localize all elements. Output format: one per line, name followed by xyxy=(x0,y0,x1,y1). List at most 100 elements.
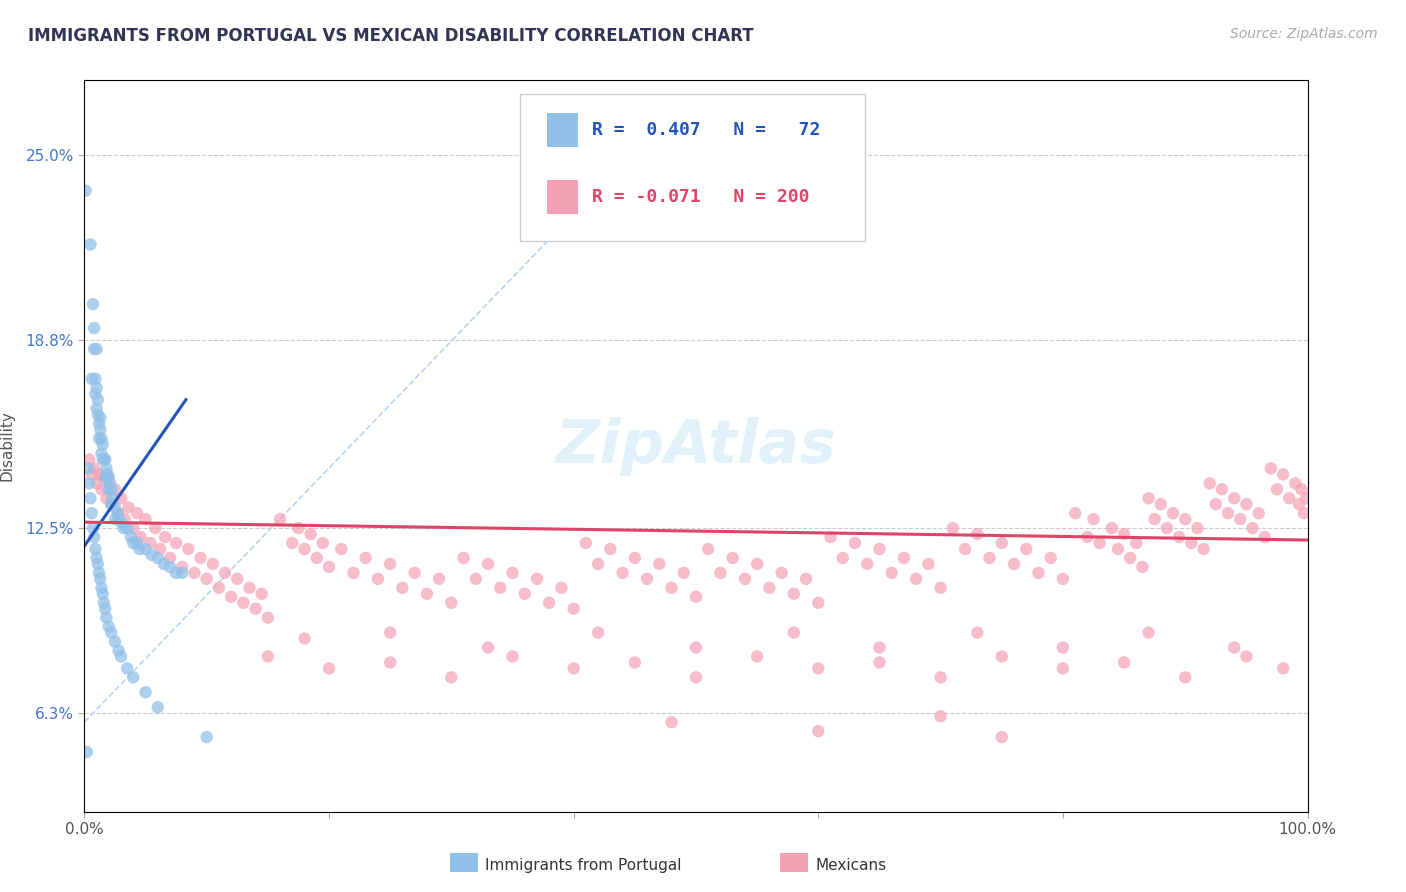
Point xyxy=(685,670,707,684)
Point xyxy=(991,536,1014,550)
Point xyxy=(1083,512,1105,526)
Point xyxy=(1174,512,1197,526)
Point xyxy=(318,661,340,675)
Point xyxy=(115,521,138,535)
Point xyxy=(440,596,463,610)
Point xyxy=(190,551,212,566)
Point xyxy=(820,530,842,544)
Point xyxy=(129,530,152,544)
Point xyxy=(120,530,142,544)
Point xyxy=(477,557,499,571)
Point xyxy=(1295,491,1317,506)
Point xyxy=(269,512,291,526)
Point xyxy=(135,512,157,526)
Point xyxy=(183,566,205,580)
Point xyxy=(104,634,127,648)
Point xyxy=(107,512,129,526)
Point xyxy=(257,610,280,624)
Point xyxy=(79,491,101,506)
Point xyxy=(312,536,335,550)
Point xyxy=(232,596,254,610)
Point xyxy=(1174,670,1197,684)
Point xyxy=(1288,497,1310,511)
Point xyxy=(942,521,965,535)
Point xyxy=(1223,640,1246,655)
Point xyxy=(1114,656,1136,670)
Point xyxy=(844,536,866,550)
Point xyxy=(575,536,598,550)
Point xyxy=(90,446,112,460)
Point xyxy=(91,452,114,467)
Point xyxy=(929,670,952,684)
Point xyxy=(1132,560,1154,574)
Point xyxy=(87,392,110,407)
Point xyxy=(77,476,100,491)
Point xyxy=(93,452,115,467)
Point xyxy=(685,640,707,655)
Point xyxy=(404,566,426,580)
Point xyxy=(86,401,108,416)
Point xyxy=(165,536,187,550)
Point xyxy=(143,521,166,535)
Point xyxy=(75,184,97,198)
Point xyxy=(177,541,200,556)
Point xyxy=(893,551,915,566)
Point xyxy=(86,381,108,395)
Point xyxy=(159,551,181,566)
Point xyxy=(1198,476,1220,491)
Point xyxy=(76,745,98,759)
Point xyxy=(685,590,707,604)
Point xyxy=(82,297,104,311)
Point xyxy=(1229,512,1251,526)
Point xyxy=(110,491,132,506)
Point xyxy=(89,410,111,425)
Point xyxy=(464,572,486,586)
Point xyxy=(599,541,621,556)
Point xyxy=(354,551,377,566)
Point xyxy=(1180,536,1202,550)
Point xyxy=(86,342,108,356)
Point xyxy=(100,625,122,640)
Point xyxy=(807,596,830,610)
Point xyxy=(94,470,117,484)
Point xyxy=(96,610,118,624)
Point xyxy=(114,512,136,526)
Point xyxy=(1236,497,1258,511)
Point xyxy=(1039,551,1062,566)
Point xyxy=(97,476,120,491)
Point xyxy=(869,640,891,655)
Point xyxy=(709,566,731,580)
Point xyxy=(219,590,242,604)
Point xyxy=(97,483,120,497)
Point xyxy=(172,560,194,574)
Point xyxy=(90,432,112,446)
Point xyxy=(427,572,450,586)
Point xyxy=(477,640,499,655)
Point xyxy=(991,649,1014,664)
Point xyxy=(238,581,260,595)
Point xyxy=(83,321,105,335)
Point xyxy=(83,342,105,356)
Point xyxy=(77,461,100,475)
Point xyxy=(104,512,127,526)
Point xyxy=(1028,566,1050,580)
Point xyxy=(1247,506,1270,520)
Point xyxy=(87,467,110,482)
Point xyxy=(214,566,236,580)
Point xyxy=(1052,640,1074,655)
Point xyxy=(1107,541,1129,556)
Point xyxy=(87,417,110,431)
Point xyxy=(86,551,108,566)
Point xyxy=(80,506,103,520)
Point xyxy=(1284,476,1306,491)
Point xyxy=(869,541,891,556)
Point xyxy=(1205,497,1227,511)
Point xyxy=(84,386,107,401)
Point xyxy=(135,541,157,556)
Point xyxy=(672,566,695,580)
Point xyxy=(87,557,110,571)
Point xyxy=(1114,527,1136,541)
Point xyxy=(195,730,218,744)
Point xyxy=(97,470,120,484)
Point xyxy=(869,656,891,670)
